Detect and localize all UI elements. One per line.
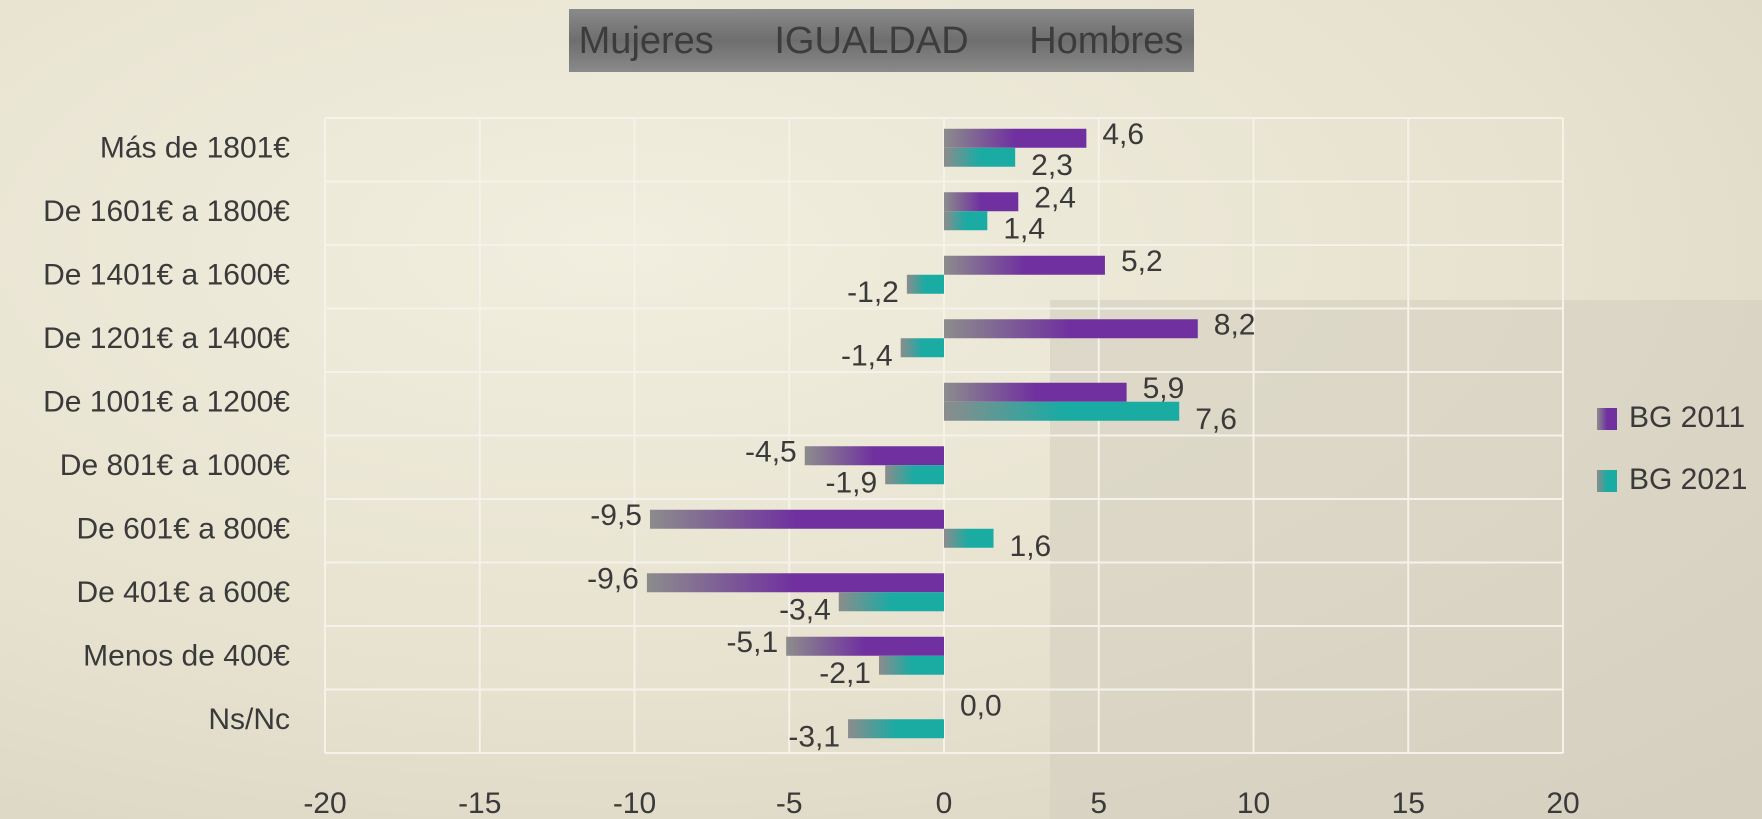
legend-label: BG 2011: [1629, 401, 1745, 434]
y-tick-label: De 801€ a 1000€: [60, 449, 291, 482]
bar: [944, 529, 994, 548]
bar: [786, 637, 944, 656]
y-tick-label: De 1601€ a 1800€: [43, 195, 290, 228]
bar: [907, 275, 944, 294]
x-tick-label: -20: [303, 787, 346, 819]
value-label: 7,6: [1195, 403, 1237, 436]
x-tick-label: -10: [613, 787, 656, 819]
x-tick-label: 15: [1392, 787, 1425, 819]
x-tick-label: 0: [936, 787, 953, 819]
chart-title: Mujeres IGUALDAD Hombres: [579, 20, 1184, 62]
value-label: 4,6: [1102, 118, 1144, 151]
bar: [839, 592, 944, 611]
value-label: -9,5: [590, 499, 642, 532]
y-tick-label: De 1201€ a 1400€: [43, 322, 290, 355]
value-label: -1,9: [825, 467, 877, 500]
value-label: 2,4: [1034, 182, 1076, 215]
value-label: -5,1: [726, 626, 778, 659]
bar: [647, 573, 944, 592]
y-tick-label: De 1001€ a 1200€: [43, 386, 290, 419]
bar: [848, 719, 944, 738]
value-label: 8,2: [1214, 309, 1256, 342]
bar: [944, 402, 1179, 421]
bar: [885, 465, 944, 484]
y-tick-label: Menos de 400€: [83, 640, 290, 673]
value-label: 1,4: [1003, 213, 1045, 246]
value-label: 1,6: [1010, 530, 1052, 563]
legend-label: BG 2021: [1629, 463, 1747, 496]
bar: [650, 510, 944, 529]
bar: [944, 129, 1086, 148]
value-label: 5,9: [1143, 372, 1185, 405]
y-tick-label: De 1401€ a 1600€: [43, 259, 290, 292]
chart: Mujeres IGUALDAD Hombres -20 -15 -10 -5 0 5 10…: [0, 0, 1762, 819]
bar: [944, 256, 1105, 275]
value-label: 5,2: [1121, 245, 1163, 278]
x-tick-label: -15: [458, 787, 501, 819]
value-label: -1,4: [841, 340, 893, 373]
bar: [944, 192, 1018, 211]
value-label: -1,2: [847, 276, 899, 309]
value-label: 0,0: [960, 690, 1002, 723]
bar: [901, 338, 944, 357]
x-tick-label: 20: [1546, 787, 1579, 819]
bar: [944, 319, 1198, 338]
bar: [805, 446, 944, 465]
y-tick-label: De 601€ a 800€: [76, 513, 290, 546]
bar: [944, 211, 987, 230]
x-tick-label: 10: [1237, 787, 1270, 819]
x-tick-label: -5: [776, 787, 803, 819]
bar: [879, 656, 944, 675]
y-tick-label: De 401€ a 600€: [76, 576, 290, 609]
bar: [944, 383, 1127, 402]
value-label: 2,3: [1031, 149, 1073, 182]
x-tick-label: 5: [1090, 787, 1107, 819]
y-tick-label: Ns/Nc: [208, 703, 290, 736]
legend-swatch: [1597, 470, 1617, 492]
value-label: -3,1: [788, 721, 840, 754]
value-label: -2,1: [819, 657, 871, 690]
legend-swatch: [1597, 408, 1617, 430]
y-tick-label: Más de 1801€: [100, 132, 290, 165]
bar: [944, 148, 1015, 167]
value-label: -3,4: [779, 594, 831, 627]
value-label: -4,5: [745, 436, 797, 469]
value-label: -9,6: [587, 563, 639, 596]
